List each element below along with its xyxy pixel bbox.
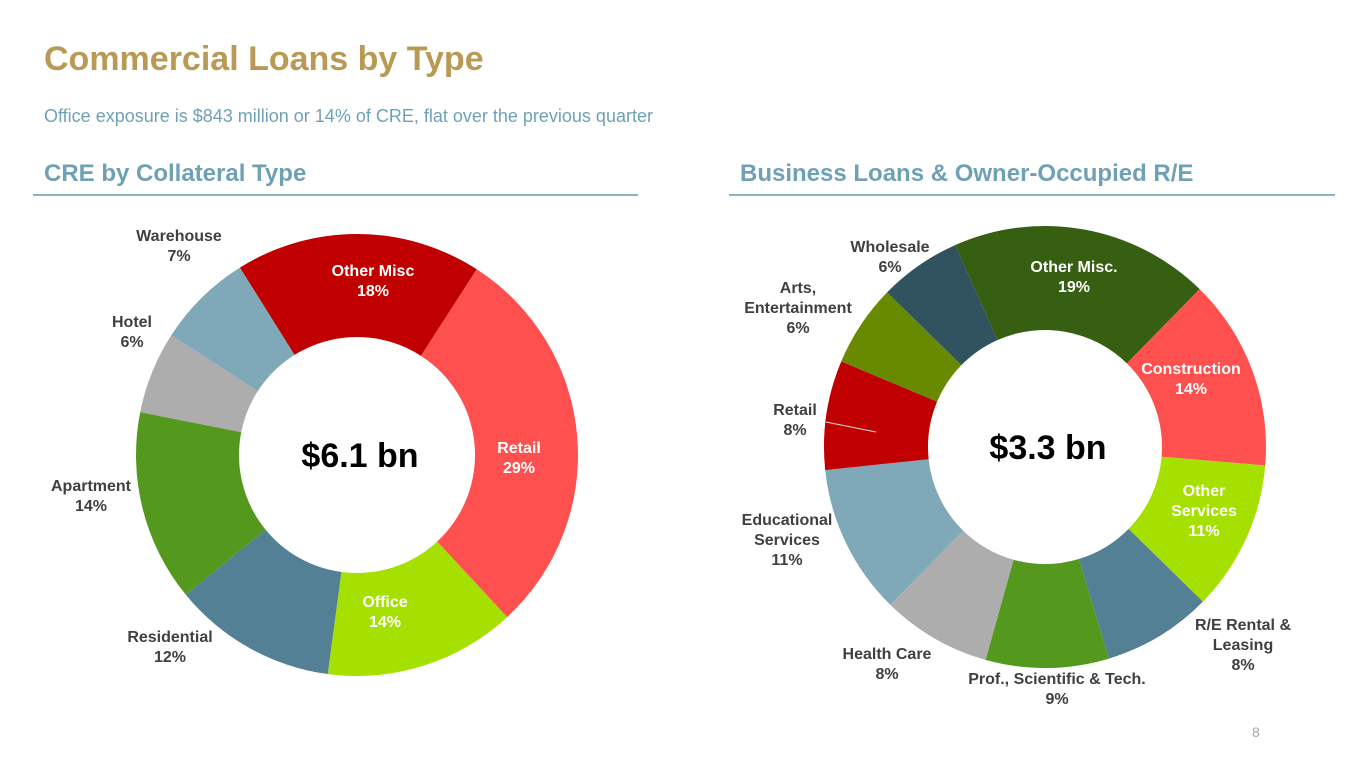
slice-arts-entertainment <box>841 292 962 402</box>
data-label-health-care: Health Care 8% <box>843 646 932 683</box>
data-label-warehouse: Warehouse 7% <box>136 228 222 265</box>
slice-office <box>327 541 508 676</box>
slice-residential <box>185 529 342 675</box>
data-label-other-misc: Other Misc 18% <box>332 263 415 300</box>
data-label-other-misc: Other Misc. 19% <box>1030 259 1117 296</box>
slice-wholesale <box>887 245 998 366</box>
retail-leader-line <box>825 421 877 433</box>
data-label-prof-scientific-tech: Prof., Scientific & Tech. 9% <box>968 671 1146 708</box>
data-label-r-e-rental-leasing: R/E Rental & Leasing 8% <box>1195 617 1291 674</box>
slice-warehouse <box>171 267 295 392</box>
slice-health-care <box>890 530 1014 660</box>
business-donut-chart: $3.3 bn Other Misc. 19% Construction 14% Othe… <box>742 225 1291 708</box>
data-label-hotel: Hotel 6% <box>112 314 152 351</box>
center-total-label: $3.3 bn <box>989 429 1106 467</box>
data-label-arts-entertainment: Arts, Entertainment 6% <box>744 280 852 337</box>
page-number: 8 <box>1252 724 1260 740</box>
cre-donut-chart: $6.1 bn Other Misc 18% Retail 29% Office 14% Re… <box>51 228 579 676</box>
data-label-construction: Construction 14% <box>1141 361 1241 398</box>
data-label-retail: Retail 29% <box>497 440 541 477</box>
data-label-educational-services: Educational Services 11% <box>742 512 833 569</box>
data-label-wholesale: Wholesale 6% <box>850 239 929 276</box>
page-title: Commercial Loans by Type <box>44 40 484 78</box>
data-label-apartment: Apartment 14% <box>51 478 132 515</box>
slice-retail <box>823 361 938 471</box>
slice-educational-services <box>825 459 964 605</box>
cre-section-divider <box>33 194 638 196</box>
slice-other-services <box>1128 456 1266 602</box>
slice-other-misc <box>239 233 477 356</box>
data-label-other-services: Other Services 11% <box>1171 483 1237 540</box>
slice-r-e-rental-leasing <box>1078 528 1203 659</box>
data-label-residential: Residential 12% <box>127 629 212 666</box>
slice-retail <box>420 269 579 618</box>
center-total-label: $6.1 bn <box>301 437 418 475</box>
slice-apartment <box>136 412 266 595</box>
business-section-divider <box>729 194 1335 196</box>
slice-other-misc <box>955 225 1200 364</box>
page-subtitle: Office exposure is $843 million or 14% o… <box>44 106 653 126</box>
cre-section-title: CRE by Collateral Type <box>44 160 307 187</box>
business-section-title: Business Loans & Owner-Occupied R/E <box>740 160 1194 187</box>
slice-prof-scientific-tech <box>985 559 1109 669</box>
data-label-retail: Retail 8% <box>773 402 817 439</box>
data-label-office: Office 14% <box>362 594 407 631</box>
slice-hotel <box>140 335 258 433</box>
slice-construction <box>1126 289 1266 466</box>
